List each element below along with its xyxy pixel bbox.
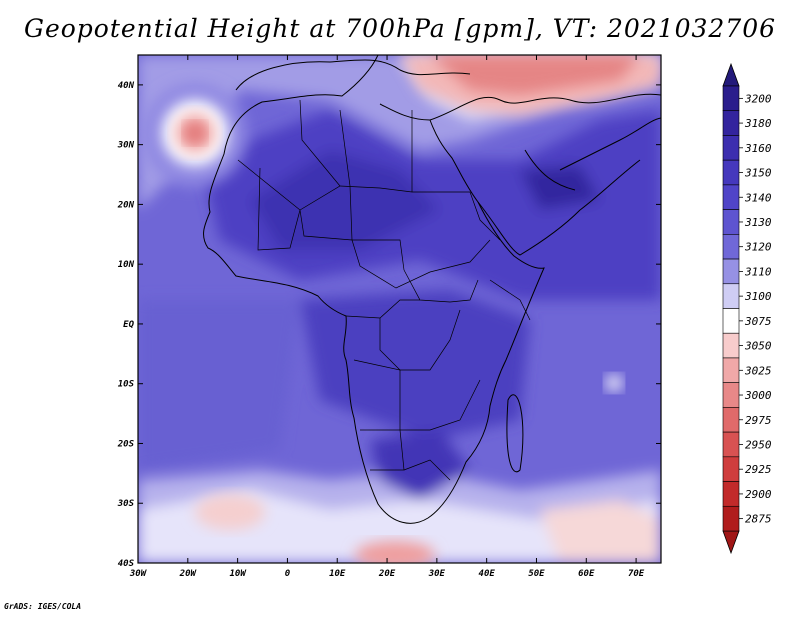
colorbar-swatch [722,505,740,532]
colorbar-label: 3025 [744,364,772,377]
colorbar-label: 3180 [744,117,772,130]
colorbar-label: 2975 [745,414,772,427]
lon-tick-label: 70E [628,569,645,579]
map-title: Geopotential Height at 700hPa [gpm], VT:… [23,14,777,43]
colorbar-label: 3130 [744,216,772,229]
colorbar-swatch [722,234,740,260]
lon-tick-label: 20E [378,569,396,579]
colorbar-swatch [722,85,740,112]
colorbar-swatch [722,159,740,186]
lon-tick-label: 0 [285,569,291,579]
colorbar-swatch [722,258,740,285]
colorbar-swatch [722,184,740,210]
colorbar-label: 3110 [744,265,772,278]
colorbar-label: 3160 [744,142,772,155]
colorbar-swatch [722,308,740,334]
colorbar-label: 3200 [744,92,772,105]
coastlines [203,55,661,524]
colorbar-swatch [722,357,740,383]
colorbar: 3200 3180 3160 3150 3140 3130 3120 3110 3100 3075… [722,62,772,555]
lat-tick-label: 10S [118,380,135,390]
colorbar-swatch [722,110,740,136]
colorbar-swatch [722,332,740,359]
lat-tick-label: 40S [118,559,135,569]
colorbar-swatch [722,382,740,408]
colorbar-swatch [722,209,740,235]
lon-tick-label: 40E [479,569,496,579]
colorbar-swatch [722,407,740,433]
colorbar-swatch [722,456,740,482]
lon-tick-label: 10W [229,569,247,579]
lon-tick-label: 30E [428,569,446,579]
map-frame [137,54,662,564]
lat-tick-label: 30S [117,499,135,509]
colorbar-swatch [722,431,740,458]
colorbar-label: 3000 [744,389,772,402]
lon-tick-label: 10E [329,569,346,579]
colorbar-label: 3150 [744,167,772,180]
colorbar-label: 3140 [744,191,772,204]
country-borders [237,99,531,481]
colorbar-swatch [722,283,740,309]
colorbar-label: 2875 [745,513,772,526]
lat-tick-label: 10N [118,260,135,270]
lat-tick-label: EQ [123,320,134,330]
colorbar-bottom-arrow [722,530,740,555]
lon-tick-label: 60E [578,569,595,579]
lon-tick-label: 30W [129,569,148,579]
colorbar-label: 3100 [744,290,772,303]
colorbar-label: 2925 [745,463,772,476]
colorbar-label: 2900 [745,488,772,501]
colorbar-swatch [722,135,740,161]
lat-tick-label: 40N [118,81,135,91]
lat-tick-label: 20N [117,200,135,210]
colorbar-top-arrow [722,62,740,87]
height-field [138,55,661,563]
credit-text: GrADS: IGES/COLA [4,602,82,611]
lon-tick-label: 20W [179,569,198,579]
colorbar-label: 2950 [745,438,772,451]
lon-tick-label: 50E [528,569,545,579]
lat-tick-label: 20S [117,439,135,449]
latitude-axis: 40N 30N 20N 10N EQ 10S 20S 30S 40S [117,81,661,569]
colorbar-label: 3120 [744,241,772,254]
colorbar-label: 3075 [744,315,772,328]
lat-tick-label: 30N [117,141,135,151]
longitude-axis: 30W 20W 10W 0 10E 20E 30E 40E 50E 60E 70E [129,55,645,579]
colorbar-swatch [722,481,740,507]
colorbar-label: 3050 [744,340,772,353]
